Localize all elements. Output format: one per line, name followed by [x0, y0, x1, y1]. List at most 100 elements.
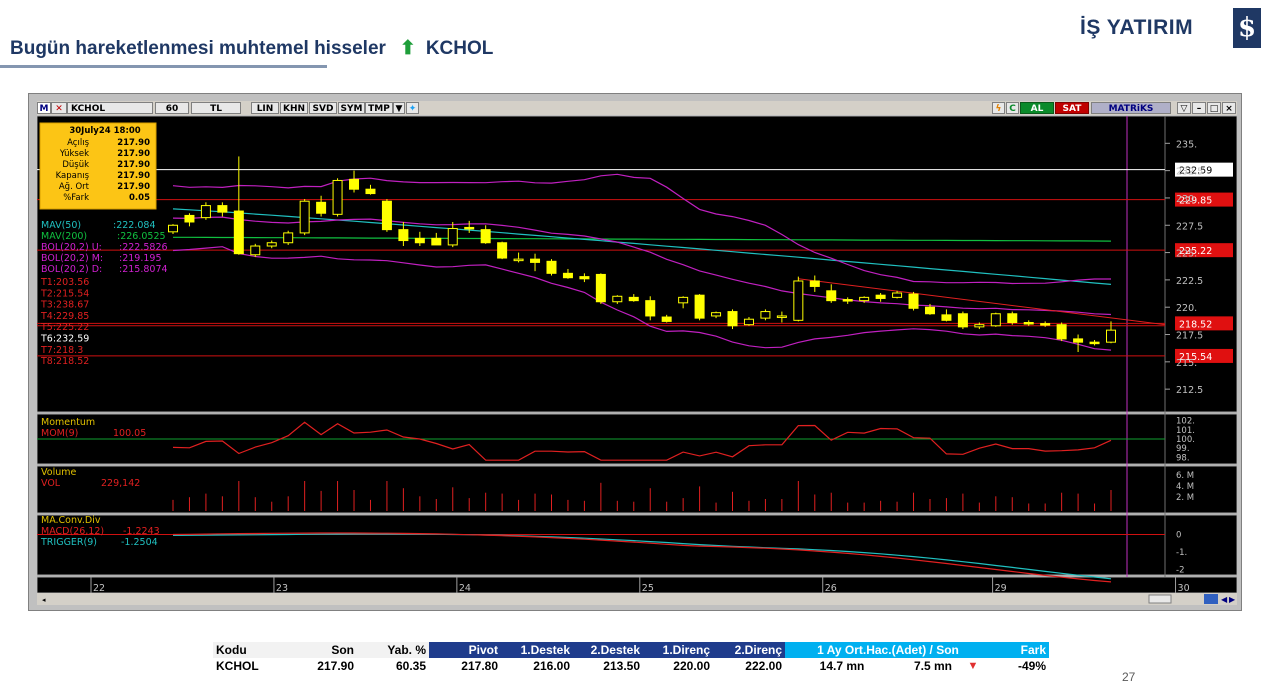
- candle-body-up: [990, 313, 1001, 327]
- legend-mav50: MAV(50): [41, 220, 81, 231]
- scroll-forward-icon[interactable]: ▶: [1229, 595, 1236, 604]
- cross-icon[interactable]: ✕: [51, 102, 67, 114]
- bollinger-upper-line: [172, 173, 1111, 285]
- dropdown-arrow-icon[interactable]: ▼: [393, 102, 405, 114]
- candle-body-down: [184, 214, 195, 223]
- candle-body-down: [1007, 313, 1018, 324]
- x-day-label: 25: [642, 583, 654, 594]
- cell-destek1: 216.00: [533, 659, 570, 673]
- momentum-name: MOM(9): [41, 428, 78, 439]
- candle-body-down: [645, 300, 656, 317]
- refresh-icon[interactable]: C: [1006, 102, 1019, 114]
- candle-body-down: [562, 272, 573, 279]
- info-value-open: 217.90: [117, 138, 150, 148]
- cell-son: 217.90: [317, 659, 354, 673]
- scrollbar-thumb[interactable]: [1148, 594, 1172, 604]
- trend-line: [798, 278, 1166, 326]
- candle-body-down: [233, 210, 244, 255]
- buy-button[interactable]: AL: [1020, 102, 1054, 114]
- level-legend-t6: T6:232.59: [40, 334, 89, 345]
- volume-title: Volume: [41, 467, 76, 478]
- brand-name: İŞ YATIRIM: [1080, 16, 1194, 39]
- candle-body-up: [974, 324, 985, 328]
- toolbar-symbol-field[interactable]: KCHOL: [67, 102, 153, 114]
- cell-fark: -49%: [1017, 659, 1046, 673]
- info-value-high: 217.90: [117, 149, 150, 159]
- lightning-icon[interactable]: ϟ: [992, 102, 1005, 114]
- cell-destek2: 213.50: [603, 659, 640, 673]
- volume-tick-label: 2. M: [1176, 493, 1194, 503]
- toolbar-tmp-button[interactable]: TMP: [365, 102, 393, 114]
- x-day-label: 29: [995, 583, 1007, 594]
- close-icon[interactable]: ×: [1222, 102, 1236, 114]
- toolbar-khn-button[interactable]: KHN: [280, 102, 308, 114]
- bird-icon[interactable]: ✦: [406, 102, 419, 114]
- candle-body-down: [1089, 341, 1100, 345]
- candle-body-up: [299, 200, 310, 234]
- sell-button[interactable]: SAT: [1055, 102, 1089, 114]
- col-header: Kodu: [213, 642, 289, 658]
- col-header: 1 Ay Ort.Hac.(Adet) / Son: [785, 642, 991, 658]
- horizontal-scrollbar[interactable]: [37, 593, 1237, 605]
- candle-body-up: [513, 258, 524, 262]
- candle-body-down: [464, 226, 475, 230]
- candle-body-up: [859, 296, 870, 302]
- x-day-label: 30: [1178, 583, 1190, 594]
- price-label-box: [1175, 243, 1233, 258]
- trigger-last: -1.2504: [121, 537, 158, 548]
- chart-panel: [37, 116, 1237, 413]
- candle-body-up: [892, 292, 903, 298]
- minimize-icon[interactable]: –: [1192, 102, 1206, 114]
- y-tick-label: 212.5: [1176, 385, 1203, 396]
- mav200-line: [173, 236, 1112, 242]
- candle-body-down: [826, 290, 837, 302]
- toolbar-menu-button[interactable]: M: [37, 102, 51, 114]
- bollinger-lower-line: [172, 246, 1112, 351]
- cell-direnc2: 222.00: [745, 659, 782, 673]
- toolbar-sym-button[interactable]: SYM: [338, 102, 365, 114]
- sync-icon[interactable]: [1204, 594, 1218, 604]
- maximize-icon[interactable]: □: [1207, 102, 1221, 114]
- y-tick-label: 215.: [1176, 358, 1197, 369]
- window-menu-icon[interactable]: ▽: [1177, 102, 1191, 114]
- price-label-box: [1175, 162, 1233, 177]
- cell-kodu: KCHOL: [216, 659, 259, 673]
- legend-mav200: MAV(200): [41, 231, 87, 242]
- price-label: 215.54: [1179, 352, 1212, 363]
- candle-body-down: [316, 201, 327, 214]
- stock-summary-table: Kodu Son Yab. % Pivot 1.Destek 2.Destek …: [213, 642, 1049, 674]
- y-tick-label: 235.: [1176, 139, 1197, 150]
- level-legend: T1:203.56T2:215.54T3:238.67T4:229.85T5:2…: [40, 277, 89, 367]
- info-value-avg: 217.90: [117, 182, 150, 192]
- candle-body-down: [875, 294, 886, 299]
- level-legend-t5: T5:225.22: [40, 322, 89, 333]
- volume-last: 229,142: [101, 478, 140, 489]
- y-tick-label: 222.5: [1176, 276, 1203, 287]
- scroll-left-icon[interactable]: ◂: [42, 596, 46, 604]
- legend-bol-m-value: :219.195: [119, 253, 162, 264]
- candle-body-down: [1073, 338, 1084, 343]
- price-label: 218.52: [1179, 319, 1212, 330]
- col-header: Pivot: [429, 642, 501, 658]
- macd-title: MA.Conv.Div: [41, 515, 101, 526]
- toolbar-lin-button[interactable]: LIN: [251, 102, 279, 114]
- candle-body-down: [694, 294, 705, 319]
- candle-body-up: [266, 242, 277, 247]
- candle-body-down: [431, 237, 442, 246]
- candle-body-up: [776, 315, 787, 318]
- momentum-tick-label: 102.: [1176, 417, 1195, 427]
- info-value-close: 217.90: [117, 171, 150, 181]
- page-title: Bugün hareketlenmesi muhtemel hisseler ⬆ K…: [10, 37, 493, 60]
- momentum-line: [172, 421, 1112, 461]
- momentum-tick-label: 99.: [1176, 444, 1190, 454]
- momentum-tick-label: 100.: [1176, 435, 1195, 445]
- candle-body-down: [957, 313, 968, 328]
- toolbar-currency-button[interactable]: TL: [191, 102, 241, 114]
- toolbar-svd-button[interactable]: SVD: [309, 102, 337, 114]
- scroll-back-icon[interactable]: ◀: [1221, 595, 1228, 604]
- col-header: 2.Destek: [573, 642, 643, 658]
- toolbar-period-button[interactable]: 60: [155, 102, 189, 114]
- cell-pivot: 217.80: [461, 659, 498, 673]
- candle-body-down: [530, 258, 541, 263]
